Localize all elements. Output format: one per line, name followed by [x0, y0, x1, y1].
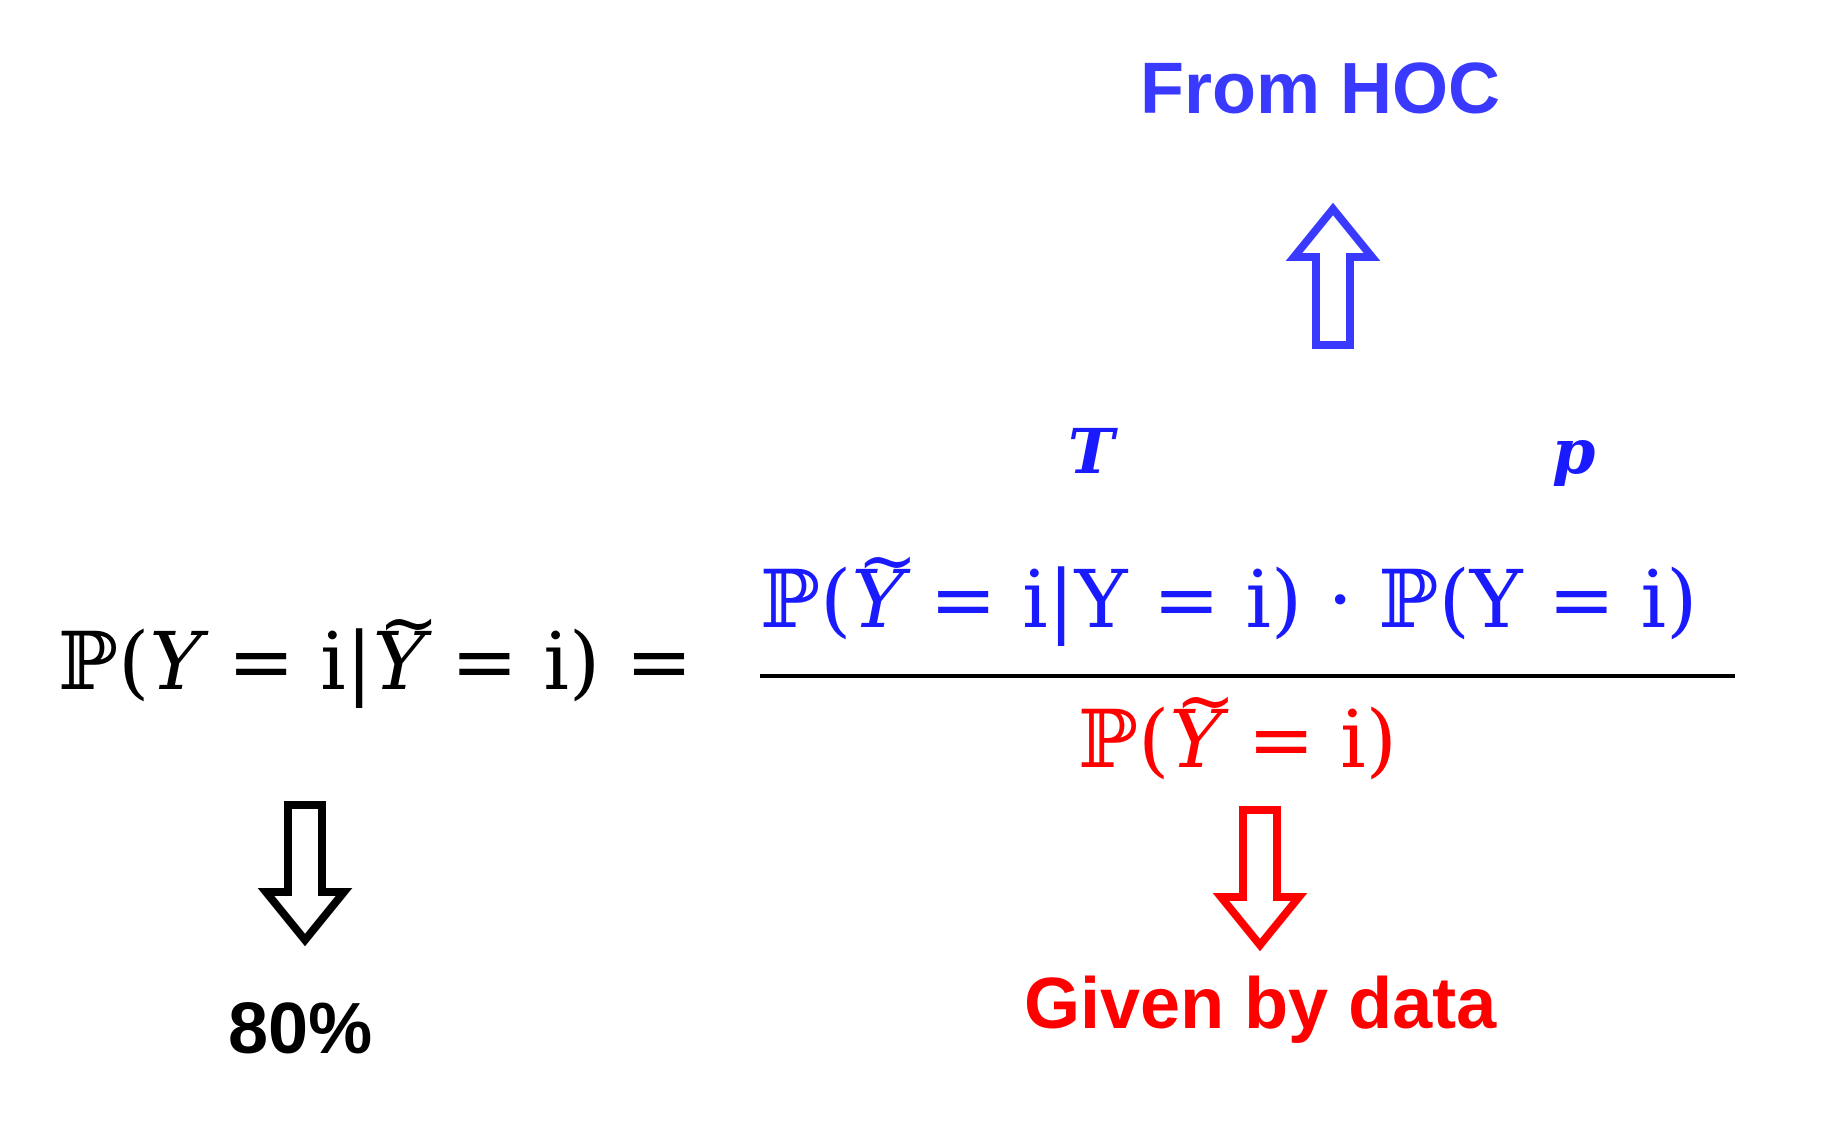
equation-numerator: ℙ(~ Y = i|Y = i) · ℙ(Y = i): [760, 518, 1697, 646]
lhs-prefix: ℙ(: [58, 615, 150, 708]
transition-matrix-symbol: T: [1068, 415, 1115, 488]
hollow-down-arrow-icon: [257, 801, 353, 947]
from-hoc-label: From HOC: [1140, 49, 1500, 129]
num-prefix: ℙ(: [760, 553, 852, 646]
prior-symbol: p: [1552, 415, 1596, 488]
fraction-bar: [760, 674, 1735, 678]
lhs-ytilde: ~ Y: [372, 580, 439, 708]
lhs-mid: = i|: [202, 615, 373, 708]
den-suffix: = i): [1222, 693, 1397, 786]
num-ytilde: ~ Y: [851, 518, 918, 646]
num-rest: = i|Y = i) · ℙ(Y = i): [904, 553, 1698, 646]
den-prefix: ℙ(: [1078, 693, 1170, 786]
given-by-data-label: Given by data: [1024, 964, 1497, 1044]
equation-denominator: ℙ(~ Y = i): [1078, 658, 1397, 786]
den-ytilde: ~ Y: [1169, 658, 1236, 786]
hollow-up-arrow-icon: [1285, 202, 1381, 349]
eighty-percent-label: 80%: [228, 989, 373, 1069]
lhs-y: Y: [149, 615, 203, 708]
equation-lhs: ℙ(Y = i| ~ Y = i) =: [58, 580, 693, 708]
lhs-suffix: = i) =: [425, 615, 693, 708]
hollow-down-arrow-icon: [1212, 806, 1308, 952]
